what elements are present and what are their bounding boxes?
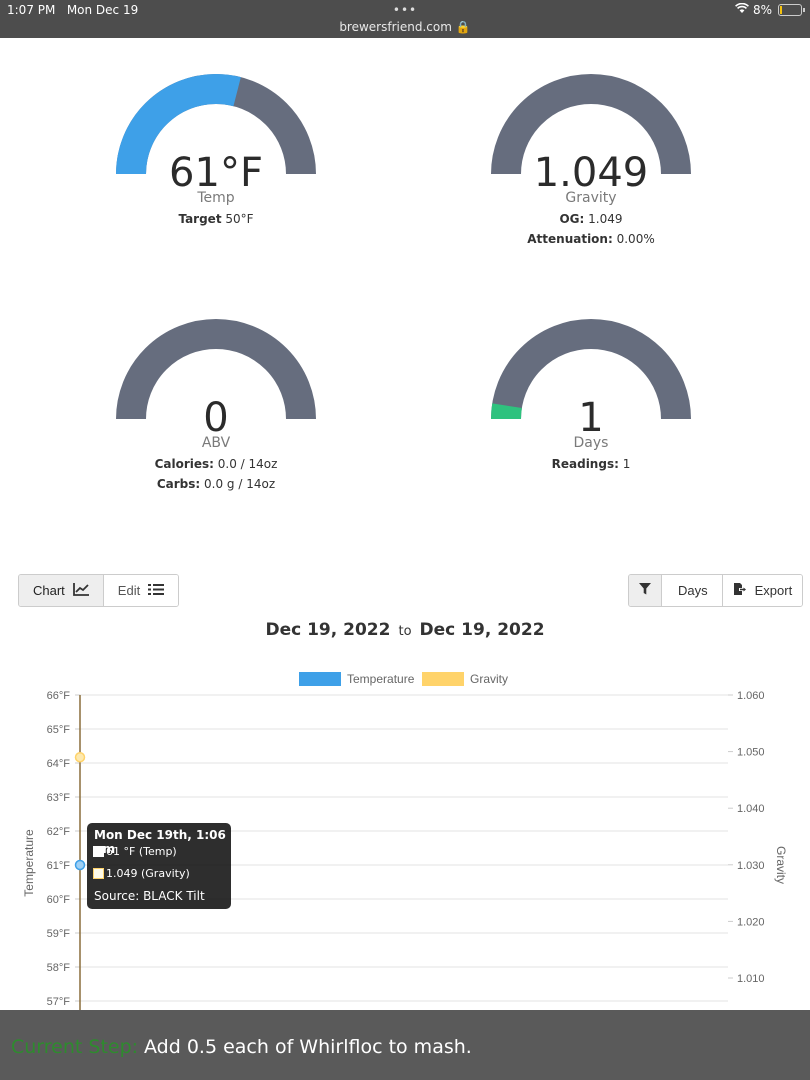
- gauge-days-arc: [491, 319, 691, 420]
- gravity-og: OG: 1.049: [559, 212, 623, 226]
- status-time-date: 1:07 PM Mon Dec 19: [7, 3, 139, 17]
- days-readings: Readings: 1: [551, 457, 631, 471]
- view-toggle-group: Chart Edit: [18, 574, 180, 607]
- days-label: Days: [573, 435, 609, 451]
- days-button[interactable]: Days: [662, 575, 723, 606]
- status-right: 8%: [734, 2, 805, 17]
- tooltip-temp-text: 61 °F (Temp): [106, 845, 177, 858]
- y-right-tick-label: 1.050: [737, 747, 765, 759]
- tooltip-row-temp: 61 °F (Temp): [93, 845, 177, 858]
- current-step-bar: Current Step: Add 0.5 each of Whirlfloc …: [0, 1010, 810, 1080]
- y-axis-right-label: Gravity: [774, 846, 788, 884]
- days-value: 1: [578, 395, 604, 441]
- gauge-temp-arc: [116, 74, 316, 175]
- temp-label: Temp: [197, 190, 235, 206]
- line-chart-icon: [72, 582, 89, 599]
- current-step-text: Add 0.5 each of Whirlfloc to mash.: [144, 1036, 472, 1058]
- gauge-gravity: 1.049 Gravity OG: 1.049 Attenuation: 0.0…: [461, 72, 721, 252]
- edit-tab-label: Edit: [117, 583, 141, 598]
- tooltip-title: Mon Dec 19th, 1:06 pm: [94, 828, 226, 856]
- chart-actions-group: Days Export: [628, 574, 804, 607]
- export-button[interactable]: Export: [722, 575, 803, 606]
- chart-tooltip: Mon Dec 19th, 1:06 pm 61 °F (Temp) 1.049…: [87, 823, 231, 909]
- abv-value: 0: [203, 395, 229, 441]
- y-left-tick-label: 64°F: [47, 758, 71, 770]
- filter-button[interactable]: [629, 575, 662, 606]
- gauge-fill: [491, 403, 522, 420]
- y-right-tick-label: 1.060: [737, 690, 765, 702]
- y-left-tick-label: 66°F: [47, 690, 71, 702]
- y-left-tick-label: 65°F: [47, 724, 71, 736]
- gravity-point[interactable]: [74, 752, 86, 763]
- y-left-tick-label: 61°F: [47, 860, 71, 872]
- date-range: Dec 19, 2022 to Dec 19, 2022: [0, 620, 810, 640]
- y-left-tick-label: 60°F: [47, 894, 71, 906]
- y-left-tick-label: 59°F: [47, 928, 71, 940]
- export-label: Export: [754, 583, 793, 598]
- tooltip-row-gravity: 1.049 (Gravity): [93, 867, 190, 880]
- browser-menu-dots[interactable]: •••: [392, 3, 418, 17]
- y-left-tick-label: 63°F: [47, 792, 71, 804]
- list-icon: [148, 583, 165, 599]
- status-bar: 1:07 PM Mon Dec 19 ••• brewersfriend.com…: [0, 0, 810, 38]
- fermentation-chart: Temperature Gravity 66°F 65°F 64°F 63°F 62°F 6…: [22, 672, 788, 1010]
- url-bar[interactable]: brewersfriend.com 🔒: [339, 20, 471, 34]
- gauge-fill: [116, 74, 241, 175]
- legend-swatch[interactable]: [422, 672, 464, 686]
- temp-value: 61°F: [169, 150, 263, 196]
- date-from: Dec 19, 2022: [265, 620, 391, 640]
- y-right-tick-label: 1.040: [737, 803, 765, 815]
- gauge-abv-arc: [116, 319, 316, 420]
- gravity-swatch: [93, 868, 104, 879]
- abv-label: ABV: [201, 435, 231, 451]
- chart-tab-button[interactable]: Chart: [19, 575, 104, 606]
- gravity-value: 1.049: [533, 150, 649, 196]
- tooltip-source: Source: BLACK Tilt: [94, 889, 205, 903]
- current-step-label: Current Step:: [11, 1036, 139, 1058]
- y-left-tick-label: 58°F: [47, 962, 71, 974]
- y-right-tick-label: 1.020: [737, 916, 765, 928]
- gauge-temp: 61°F Temp Target 50°F: [86, 72, 346, 242]
- date-to: Dec 19, 2022: [419, 620, 545, 640]
- y-left-tick-label: 57°F: [47, 996, 71, 1008]
- temperature-point[interactable]: [74, 859, 86, 871]
- lock-icon: 🔒: [455, 20, 471, 34]
- y-right-tick-label: 1.030: [737, 860, 765, 872]
- gauge-abv: 0 ABV Calories: 0.0 / 14oz Carbs: 0.0 g …: [86, 317, 346, 497]
- chart-tab-label: Chart: [33, 583, 65, 598]
- legend-swatch[interactable]: [299, 672, 341, 686]
- tooltip-gravity-text: 1.049 (Gravity): [106, 867, 190, 880]
- temp-target: Target 50°F: [178, 212, 254, 226]
- temp-swatch: [93, 846, 104, 857]
- date-to-word: to: [398, 624, 412, 639]
- battery-icon: [778, 4, 805, 16]
- y-left-tick-label: 62°F: [47, 826, 71, 838]
- y-right-tick-label: 1.010: [737, 973, 765, 985]
- battery-percent: 8%: [752, 3, 772, 17]
- edit-tab-button[interactable]: Edit: [103, 575, 179, 606]
- filter-icon: [639, 583, 651, 598]
- export-icon: [733, 582, 747, 599]
- legend-label[interactable]: Temperature: [347, 672, 415, 686]
- gravity-attenuation: Attenuation: 0.00%: [527, 232, 655, 246]
- y-axis-left-label: Temperature: [22, 829, 36, 897]
- gauge-days: 1 Days Readings: 1: [461, 317, 721, 487]
- wifi-icon: [734, 2, 749, 17]
- abv-calories: Calories: 0.0 / 14oz: [154, 457, 278, 471]
- gauge-gravity-arc: [491, 74, 691, 175]
- legend-label[interactable]: Gravity: [470, 672, 508, 686]
- gravity-label: Gravity: [565, 190, 617, 206]
- abv-carbs: Carbs: 0.0 g / 14oz: [156, 477, 276, 491]
